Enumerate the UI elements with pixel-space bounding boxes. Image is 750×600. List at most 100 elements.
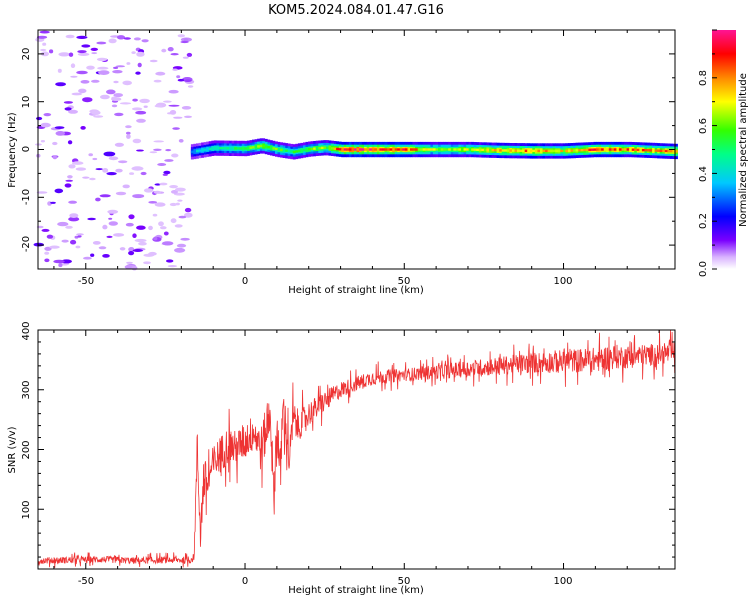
noise-speckle <box>99 194 111 198</box>
ridge-cell <box>341 148 345 151</box>
snr-ytick-label-0: 100 <box>21 500 32 519</box>
noise-speckle <box>68 164 76 169</box>
noise-speckle <box>82 176 90 179</box>
noise-speckle <box>129 172 135 175</box>
noise-speckle <box>91 110 101 115</box>
noise-speckle <box>177 34 185 38</box>
ridge-cell <box>206 148 210 151</box>
ridge-cell <box>216 146 220 150</box>
noise-speckle <box>153 190 161 194</box>
spec-xtick-label-2: 50 <box>398 276 411 287</box>
noise-speckle <box>78 88 87 94</box>
ridge-cell <box>639 148 643 152</box>
ridge-cell <box>257 145 260 148</box>
snr-xtick-label-3: 100 <box>553 576 572 587</box>
ridge-cell <box>297 149 301 153</box>
noise-speckle <box>119 102 132 105</box>
noise-speckle <box>154 104 163 108</box>
ridge-cell <box>568 149 571 152</box>
ridge-cell <box>461 148 464 151</box>
ridge-cell <box>453 148 457 151</box>
noise-speckle <box>176 243 187 248</box>
noise-speckle <box>93 115 104 118</box>
noise-speckle <box>134 238 147 243</box>
noise-speckle <box>126 134 131 139</box>
spec-xtick-label-3: 100 <box>553 276 572 287</box>
noise-speckle <box>137 62 142 68</box>
noise-speckle <box>160 226 167 230</box>
ridge-cell <box>570 149 574 152</box>
noise-speckle <box>126 261 133 264</box>
snr-xtick-label-1: 0 <box>242 576 248 587</box>
noise-speckle <box>68 109 78 114</box>
spectrogram-content <box>33 30 678 271</box>
noise-speckle <box>148 201 158 204</box>
colorbar-tick-label-1: 0.2 <box>698 213 709 229</box>
ridge-cell <box>514 149 518 152</box>
noise-speckle <box>76 233 84 236</box>
ridge-cell <box>427 148 431 151</box>
noise-speckle <box>180 40 189 44</box>
spec-ytick-label-3: -10 <box>21 189 32 205</box>
ridge-cell <box>555 149 559 153</box>
spec-ytick-label-4: -20 <box>21 236 32 252</box>
snr-xlabel: Height of straight line (km) <box>288 585 424 596</box>
ridge-cell <box>580 149 584 152</box>
ridge-cell <box>631 148 635 151</box>
ridge-cell <box>343 148 347 151</box>
noise-speckle <box>55 82 66 87</box>
ridge-cell <box>662 149 666 153</box>
ridge-cell <box>305 148 309 151</box>
noise-speckle <box>75 167 87 171</box>
ridge-cell <box>190 150 194 154</box>
noise-speckle <box>163 170 171 175</box>
ridge-cell <box>412 148 416 151</box>
ridge-cell <box>262 144 266 148</box>
ridge-cell <box>573 149 576 152</box>
noise-speckle <box>49 245 60 249</box>
noise-speckle <box>153 236 158 241</box>
noise-speckle <box>65 225 73 229</box>
noise-speckle <box>106 172 117 176</box>
noise-speckle <box>36 191 48 194</box>
noise-speckle <box>98 246 107 250</box>
noise-speckle <box>132 249 143 252</box>
noise-speckle <box>181 106 192 110</box>
snr-series-line <box>37 329 676 568</box>
noise-speckle <box>131 265 138 271</box>
ridge-cell <box>226 147 230 150</box>
noise-speckle <box>61 239 69 243</box>
noise-speckle <box>95 168 103 171</box>
snr-ylabel: SNR (v/v) <box>7 426 18 473</box>
noise-speckle <box>111 97 122 101</box>
ridge-cell <box>371 148 375 151</box>
ridge-cell <box>501 149 505 152</box>
noise-speckle <box>70 63 76 68</box>
ridge-cell <box>608 148 612 151</box>
ridge-cell <box>379 148 383 151</box>
ridge-cell <box>224 147 227 150</box>
ridge-cell <box>417 148 421 151</box>
snr-ytick-label-2: 300 <box>21 380 32 399</box>
noise-speckle <box>68 52 74 57</box>
ridge-cell <box>198 149 202 152</box>
ridge-cell <box>282 149 286 152</box>
noise-speckle <box>58 52 70 57</box>
noise-speckle <box>53 259 65 264</box>
ridge-cell <box>511 149 515 152</box>
noise-speckle <box>68 200 77 204</box>
ridge-cell <box>285 149 289 152</box>
noise-speckle <box>139 98 150 104</box>
noise-speckle <box>170 218 177 224</box>
ridge-cell <box>384 148 388 151</box>
ridge-cell <box>583 148 587 152</box>
noise-speckle <box>125 82 132 85</box>
ridge-cell <box>522 149 525 152</box>
noise-speckle <box>95 197 101 202</box>
ridge-cell <box>519 149 523 152</box>
noise-speckle <box>57 221 69 227</box>
noise-speckle <box>71 92 83 96</box>
ridge-cell <box>229 147 232 150</box>
ridge-cell <box>369 148 373 151</box>
noise-speckle <box>40 140 46 143</box>
